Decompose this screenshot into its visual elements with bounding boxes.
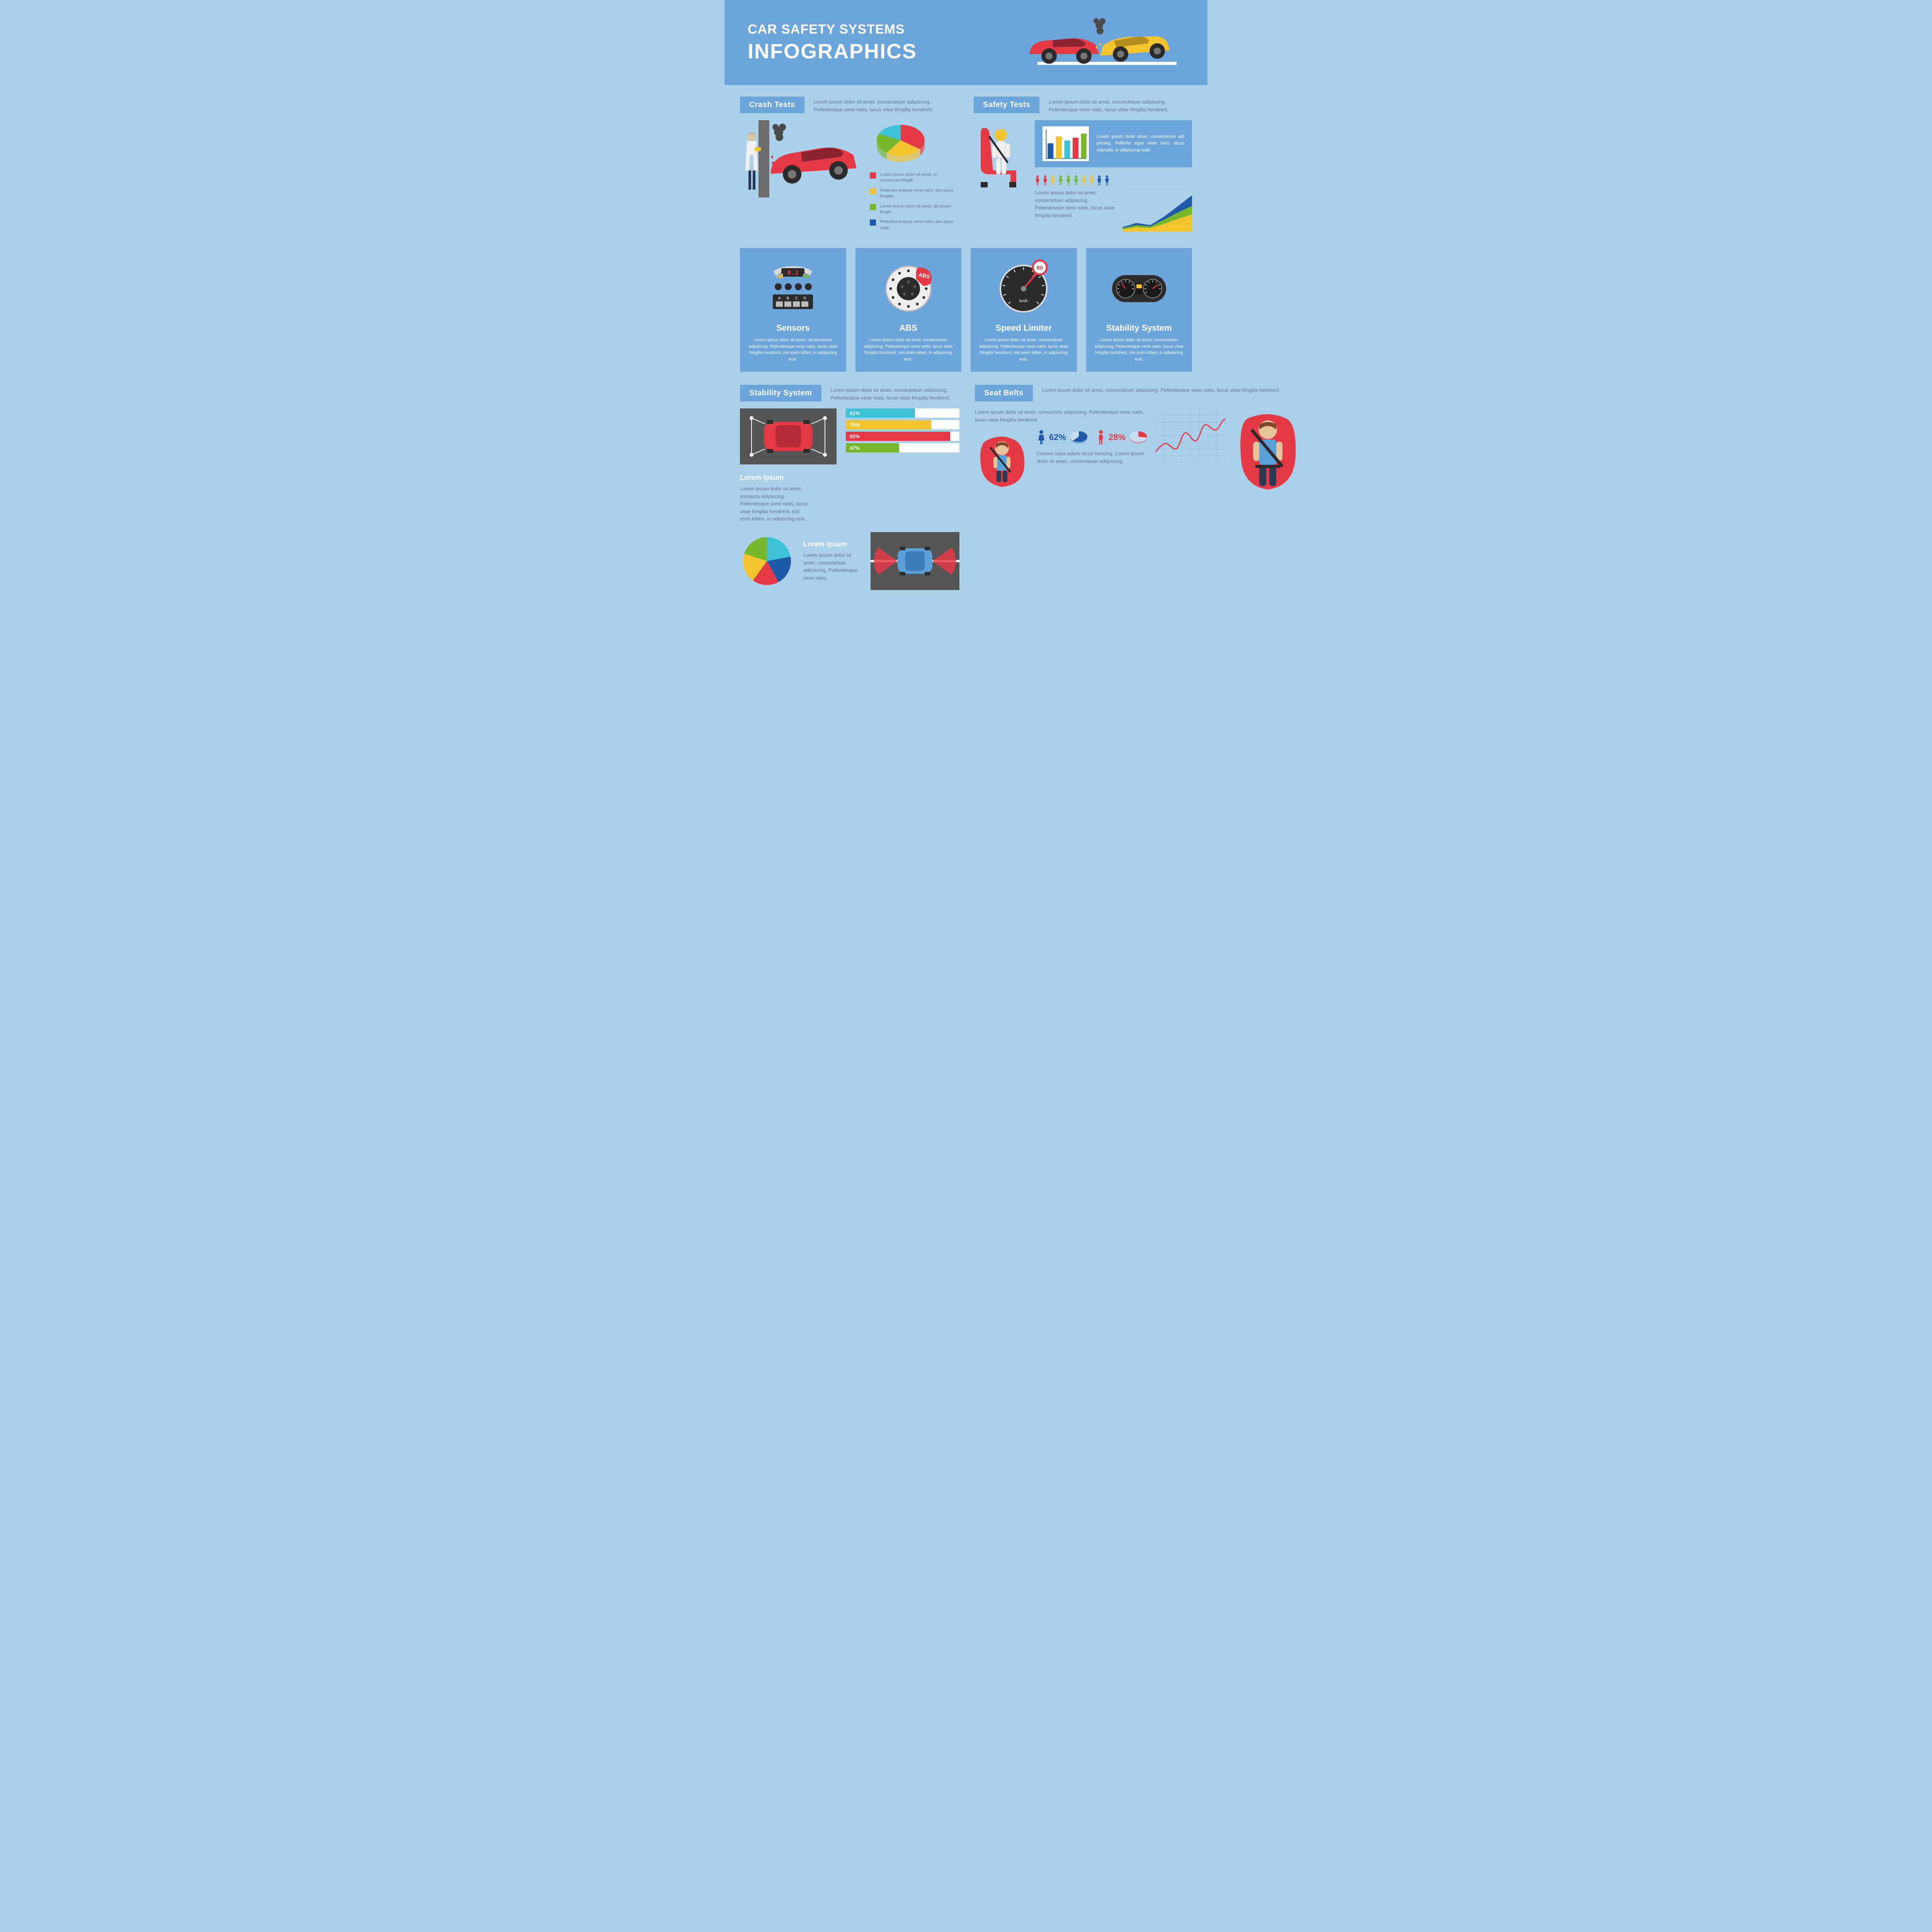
svg-text:80: 80 xyxy=(1037,265,1043,271)
female-icon xyxy=(1037,430,1046,445)
gender-pct: 28% xyxy=(1109,432,1126,442)
feature-card: km/h 80 Speed Limiter Lorem ipsum dolor … xyxy=(971,248,1077,372)
mini-pie-chart xyxy=(1129,429,1148,446)
safety-area-chart xyxy=(1122,189,1192,231)
safety-tests-desc: Lorem ipsum dolor sit amet, consectetuer… xyxy=(1049,97,1192,113)
svg-text:C: C xyxy=(795,296,798,301)
seatbelt-desc: Lorem ipsum dolor sit amet, consectetuer… xyxy=(1042,385,1303,394)
abs-icon: ABS xyxy=(878,256,939,318)
safety-bar-chart xyxy=(1043,126,1089,161)
pct-bar: 47% xyxy=(846,443,959,452)
dashboard-icon xyxy=(1108,256,1170,318)
crash-illustration-icon xyxy=(740,120,860,197)
feature-cards-row: 0.2 A B C D Sensors Lorem ipsum dolor sit a… xyxy=(740,248,1192,372)
stability-detail-section: Stability System Lorem ipsum dolor sit a… xyxy=(740,385,959,590)
yellow-car-icon xyxy=(1099,33,1170,62)
svg-text:0.2: 0.2 xyxy=(787,269,799,276)
person-icon xyxy=(1050,175,1056,186)
safety-lower-desc: Lorem ipsum dolor sit amet, consectetuer… xyxy=(1035,189,1115,219)
seatbelt-label: Seat Belts xyxy=(975,385,1033,401)
safety-tests-label: Safety Tests xyxy=(974,97,1039,113)
red-car-icon xyxy=(1030,38,1099,64)
card-desc: Lorem ipsum dolor sit amet, consectetuer… xyxy=(978,337,1070,362)
pct-bar: 75% xyxy=(846,420,959,429)
person-icon xyxy=(1035,175,1040,186)
card-title: ABS xyxy=(862,323,955,333)
crash-tests-section: Crash Tests Lorem ipsum dolor sit amet, … xyxy=(740,97,958,235)
svg-text:D: D xyxy=(804,296,806,301)
safety-bar-box: Lorem ipsum dolor amet, consectetuer adi… xyxy=(1035,120,1192,167)
speedometer-icon: km/h 80 xyxy=(993,256,1054,318)
card-title: Sensors xyxy=(747,323,839,333)
sensors-icon: 0.2 A B C D xyxy=(762,256,824,318)
crash-dummy-icon xyxy=(974,120,1028,190)
stability-side-title: Lorem Ipsum xyxy=(740,474,810,482)
mini-pie-chart xyxy=(1069,429,1088,446)
pct-bar: 61% xyxy=(846,408,959,418)
child-seat-icon xyxy=(975,429,1029,495)
crash-pie-chart xyxy=(870,120,932,167)
card-title: Speed Limiter xyxy=(978,323,1070,333)
gender-pct: 62% xyxy=(1049,432,1066,442)
card-desc: Lorem ipsum dolor sit amet, consectetuer… xyxy=(862,337,955,362)
gender-text: Consec tulya adipis lacus hencing. Lorem… xyxy=(1037,450,1148,465)
stability-lower-text: Lorem ipsum dolor sit amet, consectetuer… xyxy=(803,551,861,582)
stability-label: Stability System xyxy=(740,385,821,401)
seatbelt-line-chart xyxy=(1156,408,1225,463)
pct-bar: 92% xyxy=(846,432,959,441)
person-icon xyxy=(1104,175,1110,186)
svg-text:B: B xyxy=(787,296,789,301)
svg-text:A: A xyxy=(778,296,781,301)
gender-stat: 28% xyxy=(1096,429,1148,446)
header-line1: CAR SAFETY SYSTEMS xyxy=(748,22,917,37)
legend-item: Pellentes exquea vene natis, des lacus f… xyxy=(870,188,958,200)
header: CAR SAFETY SYSTEMS INFOGRAPHICS xyxy=(724,0,1208,85)
stability-pct-bars: 61% 75% 92% 47% xyxy=(846,408,959,455)
legend-item: Lorem ipsum dolor sit amet, in consectum… xyxy=(870,172,958,184)
stability-lower-title: Lorem Ipsum xyxy=(803,540,861,548)
person-icon xyxy=(1097,175,1102,186)
car-crash-icon xyxy=(1007,15,1184,70)
legend-item: Lorem ipsum dolor sit amet, ap ipsum fri… xyxy=(870,204,958,216)
car-topview-icon xyxy=(740,408,837,464)
stability-side-text: Lorem ipsum dolor sit amet, consectu adi… xyxy=(740,485,810,523)
person-icon xyxy=(1081,175,1087,186)
feature-card: ABS ABS Lorem ipsum dolor sit amet, cons… xyxy=(855,248,962,372)
person-icon xyxy=(1058,175,1063,186)
safety-bar-text: Lorem ipsum dolor amet, consectetuer adi… xyxy=(1097,134,1184,154)
seatbelt-left-desc: Lorem ipsum dolor sit amet, consectetu a… xyxy=(975,408,1148,423)
person-icon xyxy=(1073,175,1079,186)
crash-tests-label: Crash Tests xyxy=(740,97,804,113)
person-icon xyxy=(1089,175,1094,186)
stability-desc: Lorem ipsum dolor sit amet, consectetuer… xyxy=(831,385,959,401)
card-desc: Lorem ipsum dolor sit amet, consectetuer… xyxy=(1093,337,1185,362)
seatbelt-adult-icon xyxy=(1233,408,1303,501)
car-sensors-icon xyxy=(871,532,959,590)
feature-card: 0.2 A B C D Sensors Lorem ipsum dolor sit a… xyxy=(740,248,846,372)
header-title-block: CAR SAFETY SYSTEMS INFOGRAPHICS xyxy=(748,22,917,63)
svg-text:km/h: km/h xyxy=(1019,299,1028,303)
seat-belts-section: Seat Belts Lorem ipsum dolor sit amet, c… xyxy=(975,385,1303,590)
legend-item: Pellentes exquea vene natis, des lacus v… xyxy=(870,219,958,231)
safety-tests-section: Safety Tests Lorem ipsum dolor sit amet,… xyxy=(974,97,1192,235)
card-desc: Lorem ipsum dolor sit amet, consectetuer… xyxy=(747,337,839,362)
gender-stat: 62% xyxy=(1037,429,1088,446)
card-title: Stability System xyxy=(1093,323,1185,333)
person-icon xyxy=(1043,175,1048,186)
header-line2: INFOGRAPHICS xyxy=(748,39,917,63)
stability-pie-chart xyxy=(740,534,794,588)
people-row-icon xyxy=(1035,175,1192,186)
gender-stats-row: 62% 28% xyxy=(1037,429,1148,446)
crash-tests-desc: Lorem ipsum dolor sit amet, consectetuer… xyxy=(814,97,958,113)
person-icon xyxy=(1066,175,1071,186)
male-icon xyxy=(1096,430,1105,445)
feature-card: Stability System Lorem ipsum dolor sit a… xyxy=(1086,248,1192,372)
crash-legend: Lorem ipsum dolor sit amet, in consectum… xyxy=(870,172,958,231)
